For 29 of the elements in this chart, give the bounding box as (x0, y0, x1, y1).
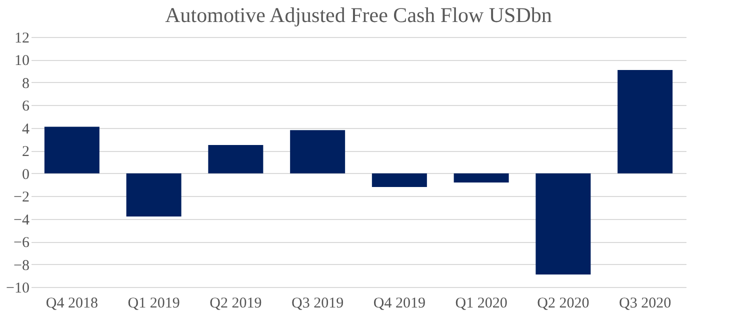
y-tick-label: 10 (14, 53, 30, 70)
x-tick-label: Q2 2019 (210, 296, 262, 312)
bar (44, 126, 100, 174)
bar (536, 173, 591, 274)
x-tick-label: Q3 2019 (292, 296, 344, 312)
y-tick-label: 4 (22, 121, 30, 138)
bar (126, 173, 182, 217)
x-tick-label: Q4 2018 (46, 296, 98, 312)
y-tick-label: −2 (14, 190, 30, 206)
y-tick-label: −4 (14, 212, 30, 228)
y-tick-label: 12 (14, 30, 30, 46)
x-tick-label: Q1 2019 (128, 296, 180, 312)
x-tick-label: Q1 2020 (455, 296, 508, 312)
bar (208, 144, 264, 174)
y-tick-label: 2 (22, 144, 30, 160)
y-tick-label: 6 (22, 98, 30, 115)
x-tick-label: Q3 2020 (619, 296, 672, 312)
chart-title: Automotive Adjusted Free Cash Flow USDbn (165, 3, 552, 27)
y-tick-label: −8 (14, 258, 30, 274)
bar (618, 70, 673, 174)
bar (290, 130, 346, 174)
y-tick-label: 0 (22, 166, 30, 183)
y-tick-label: −10 (6, 280, 30, 296)
y-tick-label: 8 (22, 76, 30, 92)
x-tick-label: Q4 2019 (373, 296, 426, 312)
x-tick-label: Q2 2020 (537, 296, 590, 312)
bar (372, 173, 427, 187)
bar (454, 173, 509, 182)
y-tick-label: −6 (14, 235, 30, 252)
